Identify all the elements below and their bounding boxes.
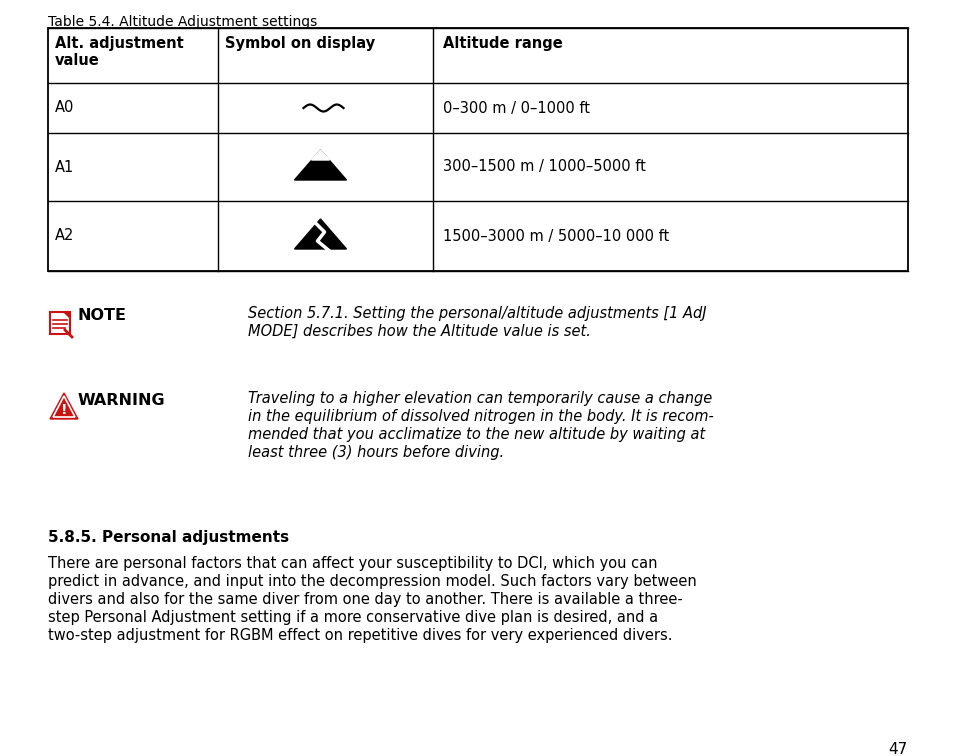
Text: Traveling to a higher elevation can temporarily cause a change: Traveling to a higher elevation can temp… xyxy=(248,391,712,406)
Text: 5.8.5. Personal adjustments: 5.8.5. Personal adjustments xyxy=(48,530,289,545)
Text: 47: 47 xyxy=(888,742,907,756)
Text: Altitude range: Altitude range xyxy=(442,36,562,51)
Text: NOTE: NOTE xyxy=(78,308,127,323)
Text: 0–300 m / 0–1000 ft: 0–300 m / 0–1000 ft xyxy=(442,101,589,116)
Polygon shape xyxy=(312,150,329,160)
Polygon shape xyxy=(50,393,78,419)
Text: MODE] describes how the Altitude value is set.: MODE] describes how the Altitude value i… xyxy=(248,324,590,339)
Polygon shape xyxy=(294,219,346,249)
Text: 300–1500 m / 1000–5000 ft: 300–1500 m / 1000–5000 ft xyxy=(442,160,645,175)
Text: A1: A1 xyxy=(55,160,74,175)
Text: Alt. adjustment: Alt. adjustment xyxy=(55,36,184,51)
Text: Table 5.4. Altitude Adjustment settings: Table 5.4. Altitude Adjustment settings xyxy=(48,15,317,29)
Text: A0: A0 xyxy=(55,101,74,116)
Text: value: value xyxy=(55,53,100,68)
Text: divers and also for the same diver from one day to another. There is available a: divers and also for the same diver from … xyxy=(48,592,682,607)
Text: mended that you acclimatize to the new altitude by waiting at: mended that you acclimatize to the new a… xyxy=(248,427,704,442)
Text: least three (3) hours before diving.: least three (3) hours before diving. xyxy=(248,445,503,460)
Polygon shape xyxy=(53,396,75,417)
Text: 1500–3000 m / 5000–10 000 ft: 1500–3000 m / 5000–10 000 ft xyxy=(442,228,669,243)
Polygon shape xyxy=(294,150,346,180)
Polygon shape xyxy=(64,312,70,318)
Text: A2: A2 xyxy=(55,228,74,243)
Bar xyxy=(48,28,907,271)
Text: There are personal factors that can affect your susceptibility to DCI, which you: There are personal factors that can affe… xyxy=(48,556,657,571)
Text: Section 5.7.1. Setting the personal/altitude adjustments [1 AdJ: Section 5.7.1. Setting the personal/alti… xyxy=(248,306,706,321)
Text: in the equilibrium of dissolved nitrogen in the body. It is recom-: in the equilibrium of dissolved nitrogen… xyxy=(248,409,713,424)
Text: Symbol on display: Symbol on display xyxy=(225,36,375,51)
Text: predict in advance, and input into the decompression model. Such factors vary be: predict in advance, and input into the d… xyxy=(48,574,696,589)
Text: !: ! xyxy=(61,403,67,417)
Text: two-step adjustment for RGBM effect on repetitive dives for very experienced div: two-step adjustment for RGBM effect on r… xyxy=(48,628,672,643)
Text: WARNING: WARNING xyxy=(78,393,166,408)
Bar xyxy=(50,312,70,334)
Text: step Personal Adjustment setting if a more conservative dive plan is desired, an: step Personal Adjustment setting if a mo… xyxy=(48,610,658,625)
